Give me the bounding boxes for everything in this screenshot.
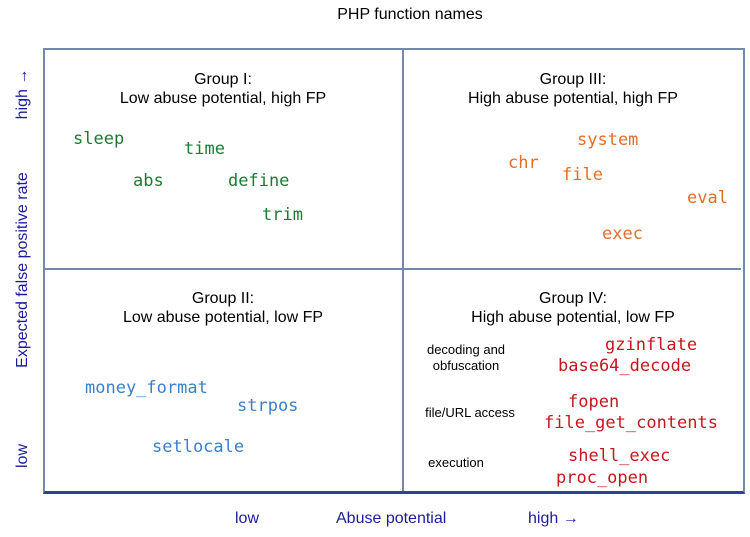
function-label-shell_exec: shell_exec [568, 446, 671, 466]
group1-header: Group I: Low abuse potential, high FP [45, 70, 401, 108]
group1-subtitle: Low abuse potential, high FP [119, 90, 327, 107]
y-axis-title: Expected false positive rate [14, 172, 31, 368]
function-label-proc_open: proc_open [556, 468, 649, 488]
group3-title: Group III: [539, 71, 607, 88]
function-label-trim: trim [262, 205, 303, 225]
y-axis-high-label: high → [14, 68, 31, 120]
group4-subtitle: High abuse potential, low FP [471, 309, 675, 326]
group4-title: Group IV: [539, 290, 607, 307]
group4-category-label-0: decoding and obfuscation [427, 342, 505, 374]
function-label-setlocale: setlocale [152, 437, 245, 457]
x-axis-high-label: high → [528, 510, 579, 527]
function-label-strpos: strpos [237, 396, 299, 416]
plot-area [43, 48, 745, 494]
function-label-gzinflate: gzinflate [605, 335, 698, 355]
group4-category-label-2: execution [428, 455, 484, 471]
group1-title: Group I: [194, 71, 252, 88]
x-axis-title: Abuse potential [336, 510, 447, 527]
function-label-abs: abs [133, 171, 164, 191]
group4-category-line: execution [428, 455, 484, 470]
function-label-file: file [562, 165, 603, 185]
function-label-time: time [184, 139, 225, 159]
function-label-exec: exec [602, 224, 643, 244]
chart-title: PHP function names [337, 6, 483, 23]
function-label-base64_decode: base64_decode [558, 356, 692, 376]
group4-header: Group IV: High abuse potential, low FP [405, 289, 741, 327]
function-label-fopen: fopen [568, 392, 620, 412]
group3-header: Group III: High abuse potential, high FP [405, 70, 741, 108]
function-label-define: define [228, 171, 290, 191]
function-label-chr: chr [508, 153, 539, 173]
group4-category-line: obfuscation [432, 358, 500, 373]
group2-subtitle: Low abuse potential, low FP [122, 309, 324, 326]
function-label-sleep: sleep [73, 129, 125, 149]
x-axis-low-label: low [235, 510, 260, 527]
function-label-money_format: money_format [85, 378, 208, 398]
group2-title: Group II: [191, 290, 255, 307]
group3-subtitle: High abuse potential, high FP [468, 90, 678, 107]
group2-header: Group II: Low abuse potential, low FP [45, 289, 401, 327]
group4-category-line: file/URL access [425, 405, 515, 420]
group4-category-line: decoding and [426, 342, 506, 357]
quadrant-divider-vertical [402, 50, 404, 491]
quadrant-divider-horizontal [45, 268, 741, 270]
group4-category-label-1: file/URL access [425, 405, 515, 421]
function-label-system: system [577, 130, 639, 150]
y-axis-low-label: low [14, 443, 31, 469]
function-label-eval: eval [687, 188, 728, 208]
function-label-file_get_contents: file_get_contents [544, 413, 718, 433]
